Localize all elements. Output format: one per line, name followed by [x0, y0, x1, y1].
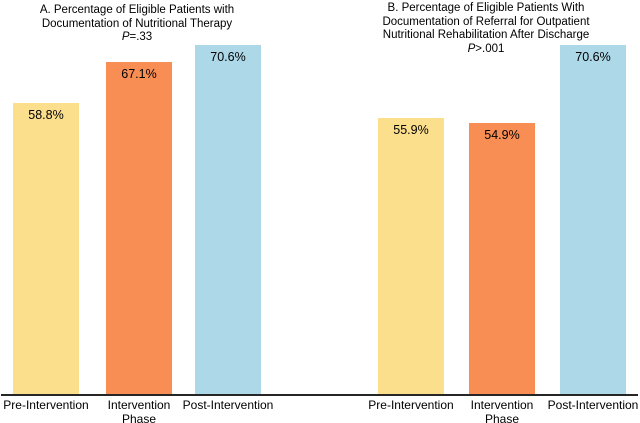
chart-panel-a: A. Percentage of Eligible Patients with D… — [0, 4, 287, 423]
x-axis-tick-label: Pre-Intervention — [3, 398, 89, 412]
x-axis-tick-label: Pre-Intervention — [368, 398, 454, 412]
chart-title: B. Percentage of Eligible Patients With D… — [336, 2, 636, 56]
x-axis-tick-label: Intervention Phase — [470, 398, 534, 423]
chart-title-line: Documentation of Referral for Outpatient — [382, 15, 590, 28]
x-axis-tick-label: Intervention Phase — [107, 398, 171, 423]
x-axis-tick-label: Post-Intervention — [182, 398, 274, 412]
bar-value-label: 70.6% — [210, 50, 246, 64]
chart-title-line: Nutritional Rehabilitation After Dischar… — [382, 29, 590, 41]
chart-title-line: B. Percentage of Eligible Patients With — [387, 2, 585, 14]
bar-intervention-phase: 67.1% — [106, 62, 172, 395]
bar-intervention-phase: 54.9% — [469, 123, 535, 395]
p-value-label: P=.33 — [121, 31, 153, 43]
bar-value-label: 70.6% — [575, 50, 611, 64]
chart-title: A. Percentage of Eligible Patients with D… — [0, 4, 287, 45]
bar-value-label: 58.8% — [28, 108, 64, 122]
chart-title-line: A. Percentage of Eligible Patients with — [39, 4, 235, 16]
p-value-label: P>.001 — [467, 42, 505, 55]
bar-post-intervention: 70.6% — [195, 45, 261, 395]
chart-panel-b: B. Percentage of Eligible Patients With D… — [320, 0, 640, 423]
bar-value-label: 55.9% — [393, 123, 429, 137]
bar-pre-intervention: 58.8% — [13, 103, 79, 395]
chart-title-line: Documentation of Nutritional Therapy — [41, 17, 233, 30]
bar-post-intervention: 70.6% — [560, 45, 626, 395]
bar-value-label: 54.9% — [484, 128, 520, 142]
bar-pre-intervention: 55.9% — [378, 118, 444, 395]
x-axis-line — [1, 394, 638, 396]
bar-value-label: 67.1% — [121, 67, 157, 81]
x-axis-tick-label: Post-Intervention — [547, 398, 639, 412]
